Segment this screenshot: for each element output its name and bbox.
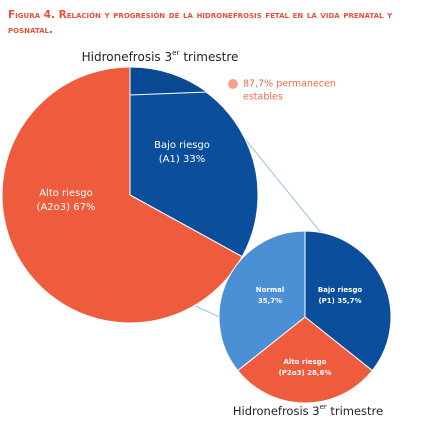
- annotation: 87,7% permanecen: [243, 79, 336, 90]
- chart-title: Hidronefrosis 3er trimestre: [82, 48, 239, 64]
- annotation-dot: [228, 79, 238, 89]
- pie-slice: [237, 316, 373, 404]
- pie-slice: [218, 230, 306, 372]
- slice-value-label: (P2o3) 28,6%: [279, 369, 332, 377]
- title-part: Hidronefrosis 3: [233, 404, 320, 418]
- chart-title: Hidronefrosis 3er trimestre: [233, 403, 383, 418]
- title-part: trimestre: [327, 404, 383, 418]
- title-part: er: [172, 48, 179, 57]
- annotation: estables: [243, 92, 283, 103]
- slice-value-label: (A2o3) 67%: [37, 202, 96, 213]
- figure-caption: Figura 4. Relación y progresión de la hi…: [8, 9, 393, 36]
- pie-slice: [1, 66, 243, 324]
- slice-value-label: (A1) 33%: [159, 154, 205, 165]
- exploded-wedge: [129, 66, 209, 96]
- slice-label: Normal: [256, 286, 285, 294]
- slice-label: Bajo riesgo: [318, 286, 362, 294]
- title-part: er: [320, 403, 327, 411]
- slice-label: Alto riesgo: [284, 358, 327, 366]
- slice-label: Alto riesgo: [39, 188, 93, 199]
- title-part: Hidronefrosis 3: [82, 50, 173, 64]
- title-part: trimestre: [180, 50, 239, 64]
- slice-value-label: (P1) 35,7%: [318, 297, 361, 305]
- slice-value-label: 35,7%: [258, 297, 282, 305]
- slice-label: Bajo riesgo: [154, 140, 210, 151]
- pie-slice: [304, 230, 392, 372]
